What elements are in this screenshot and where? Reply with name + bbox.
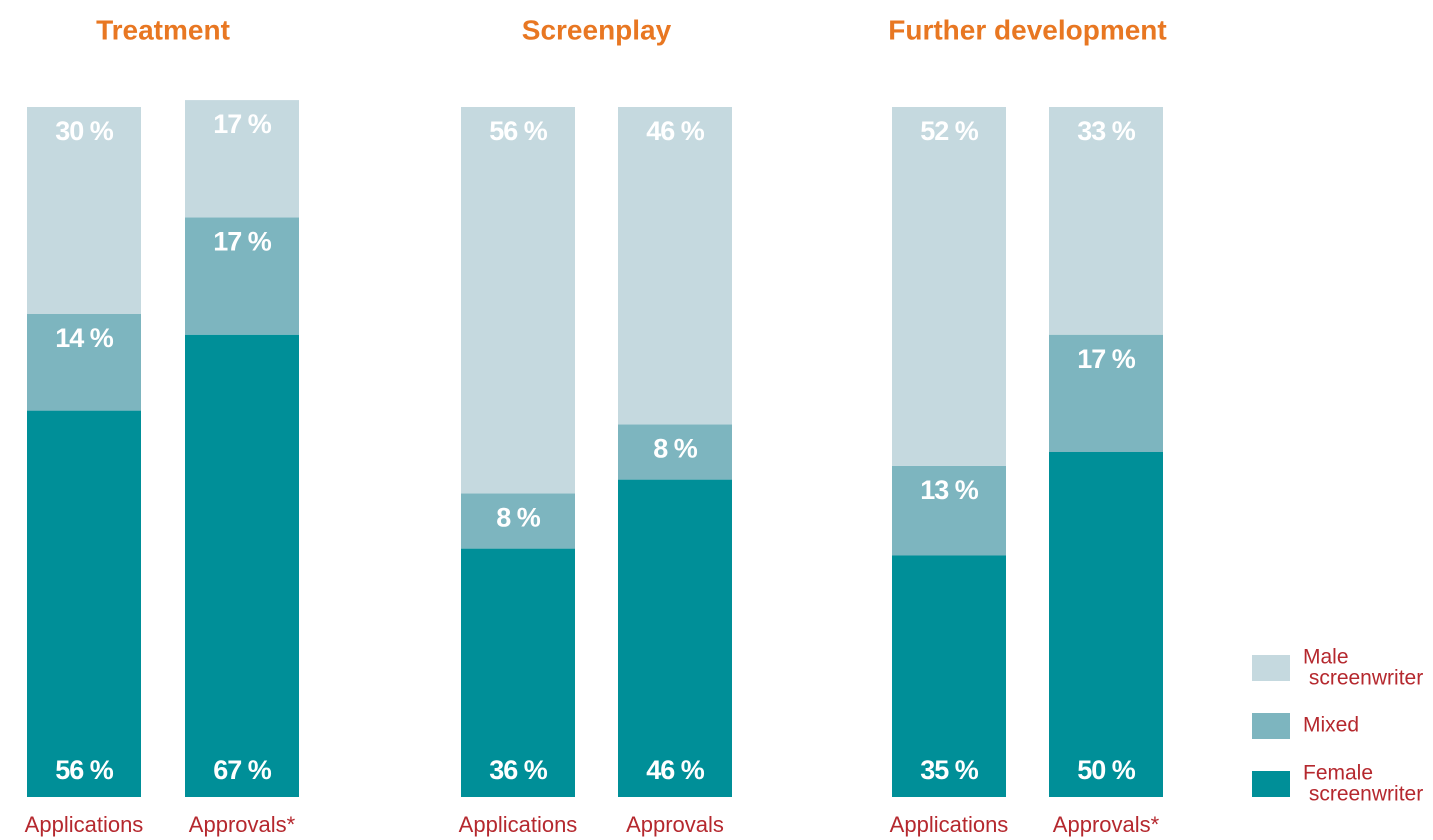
value-label: 67 % <box>213 755 272 785</box>
bar-segment <box>27 410 141 797</box>
value-label: 14 % <box>55 323 114 353</box>
bar-segment <box>461 548 575 797</box>
bar-segment <box>892 555 1006 797</box>
value-label: 56 % <box>55 755 114 785</box>
bar-segment <box>27 107 141 314</box>
bar-segment <box>618 424 732 480</box>
value-label: 13 % <box>920 475 979 505</box>
legend-swatch <box>1252 655 1290 681</box>
value-label: 35 % <box>920 755 979 785</box>
bar-segment <box>461 493 575 549</box>
value-label: 17 % <box>213 227 272 257</box>
bar-segment <box>618 107 732 425</box>
x-tick-label: Applications <box>459 812 578 837</box>
value-label: 8 % <box>496 503 541 533</box>
x-tick-label: Approvals* <box>189 812 296 837</box>
value-label: 17 % <box>1077 344 1136 374</box>
value-label: 8 % <box>653 434 698 464</box>
x-tick-label: Applications <box>890 812 1009 837</box>
bar-segment <box>461 107 575 494</box>
value-label: 56 % <box>489 116 548 146</box>
bar-segment <box>1049 107 1163 335</box>
value-label: 46 % <box>646 755 705 785</box>
chart-title: Treatment <box>96 14 230 45</box>
legend-swatch <box>1252 771 1290 797</box>
value-label: 52 % <box>920 116 979 146</box>
value-label: 30 % <box>55 116 114 146</box>
bar-segment <box>892 465 1006 556</box>
chart-title: Further development <box>888 14 1166 45</box>
bar-segment <box>892 107 1006 466</box>
legend-label: Male screenwriter <box>1303 645 1423 689</box>
bar-segment <box>185 100 299 218</box>
bar-segment <box>27 314 141 411</box>
bar-segment <box>1049 452 1163 797</box>
bar-segment <box>185 217 299 335</box>
bar-segment <box>618 479 732 797</box>
value-label: 46 % <box>646 116 705 146</box>
x-tick-label: Approvals* <box>1053 812 1160 837</box>
x-tick-label: Approvals <box>626 812 724 837</box>
bar-segment <box>1049 334 1163 452</box>
value-label: 17 % <box>213 109 272 139</box>
legend-swatch <box>1252 713 1290 739</box>
value-label: 33 % <box>1077 116 1136 146</box>
legend-label: Female screenwriter <box>1303 761 1423 805</box>
value-label: 50 % <box>1077 755 1136 785</box>
bar-segment <box>185 334 299 797</box>
chart-title: Screenplay <box>522 14 672 45</box>
x-tick-label: Applications <box>25 812 144 837</box>
value-label: 36 % <box>489 755 548 785</box>
legend-label: Mixed <box>1303 714 1359 737</box>
